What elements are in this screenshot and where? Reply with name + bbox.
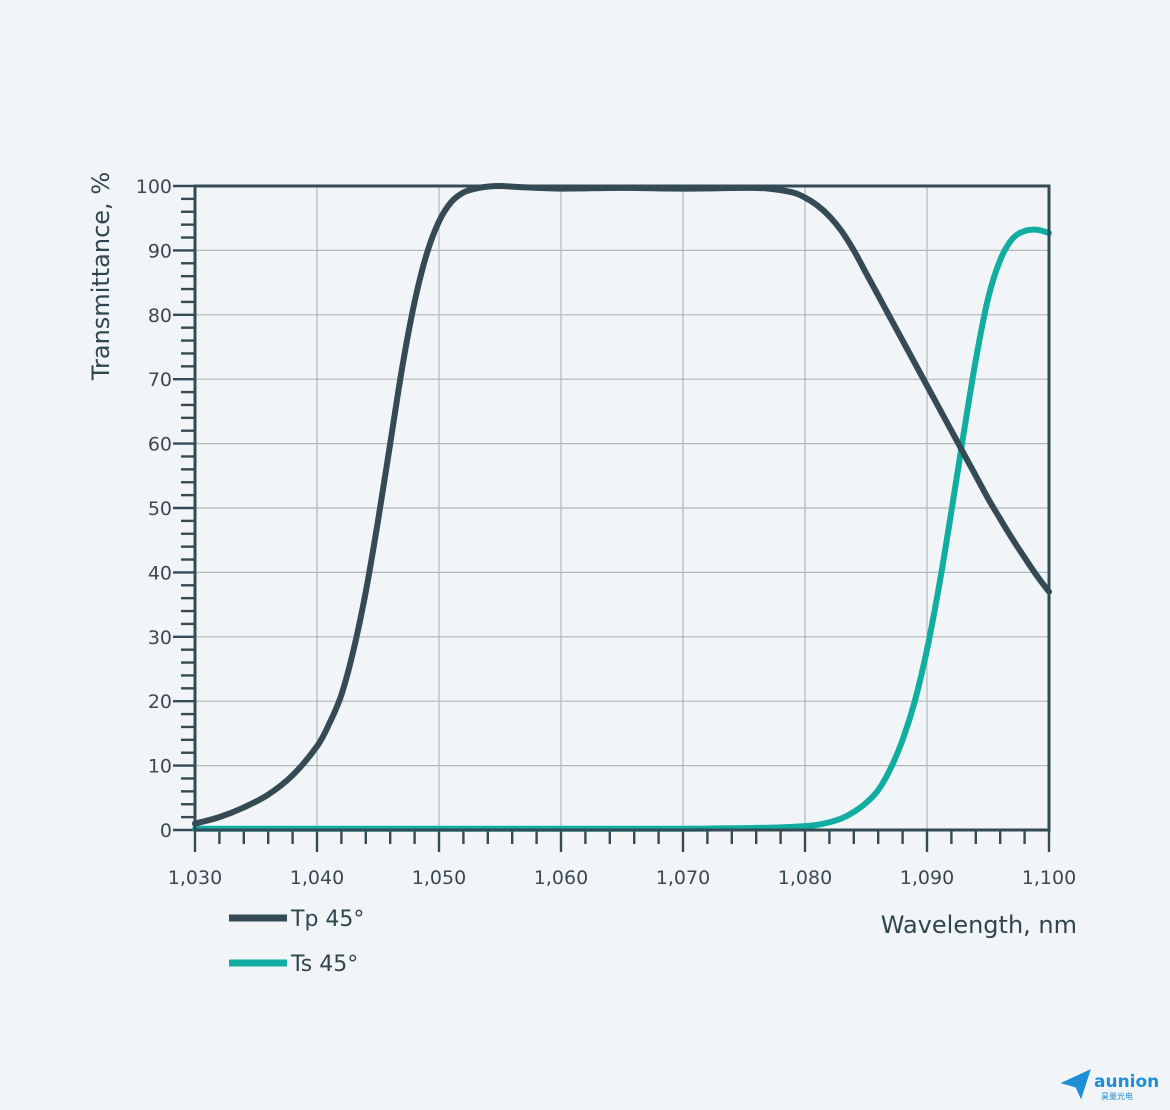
y-tick-label: 40	[148, 562, 172, 584]
y-tick-label: 80	[148, 305, 172, 327]
legend-label-ts: Ts 45°	[290, 952, 358, 977]
x-tick-label: 1,080	[778, 867, 832, 889]
y-tick-labels: 0 10 20 30 40 50 60 70 80 90 100	[136, 176, 172, 842]
x-tick-labels: 1,030 1,040 1,050 1,060 1,070 1,080 1,090 1,100	[168, 867, 1076, 889]
paper-plane-icon	[1060, 1069, 1091, 1100]
series-lines	[192, 182, 1052, 832]
y-tick-label: 70	[148, 369, 172, 391]
legend: Tp 45° Ts 45°	[229, 907, 364, 977]
aunion-logo: aunion 昊量光电	[1060, 1069, 1159, 1101]
y-tick-label: 0	[160, 820, 172, 842]
y-tick-label: 60	[148, 434, 172, 456]
logo-subtitle: 昊量光电	[1101, 1091, 1133, 1101]
series-line-tp-45	[192, 182, 1052, 827]
x-tick-label: 1,030	[168, 867, 222, 889]
y-tick-label: 30	[148, 627, 172, 649]
y-tick-label: 100	[136, 176, 172, 198]
x-tick-label: 1,090	[900, 867, 954, 889]
x-tick-label: 1,060	[534, 867, 588, 889]
x-axis-title: Wavelength, nm	[881, 911, 1077, 939]
y-axis-title: Transmittance, %	[87, 172, 115, 381]
y-tick-label: 50	[148, 498, 172, 520]
plot-frame	[193, 184, 1051, 832]
minor-ticks	[173, 184, 1051, 852]
y-tick-label: 90	[148, 240, 172, 262]
y-tick-label: 20	[148, 691, 172, 713]
x-tick-label: 1,040	[290, 867, 344, 889]
x-tick-label: 1,100	[1022, 867, 1076, 889]
x-tick-label: 1,070	[656, 867, 710, 889]
logo-name: aunion	[1094, 1072, 1159, 1092]
y-tick-label: 10	[148, 756, 172, 778]
legend-label-tp: Tp 45°	[290, 907, 364, 932]
x-tick-label: 1,050	[412, 867, 466, 889]
